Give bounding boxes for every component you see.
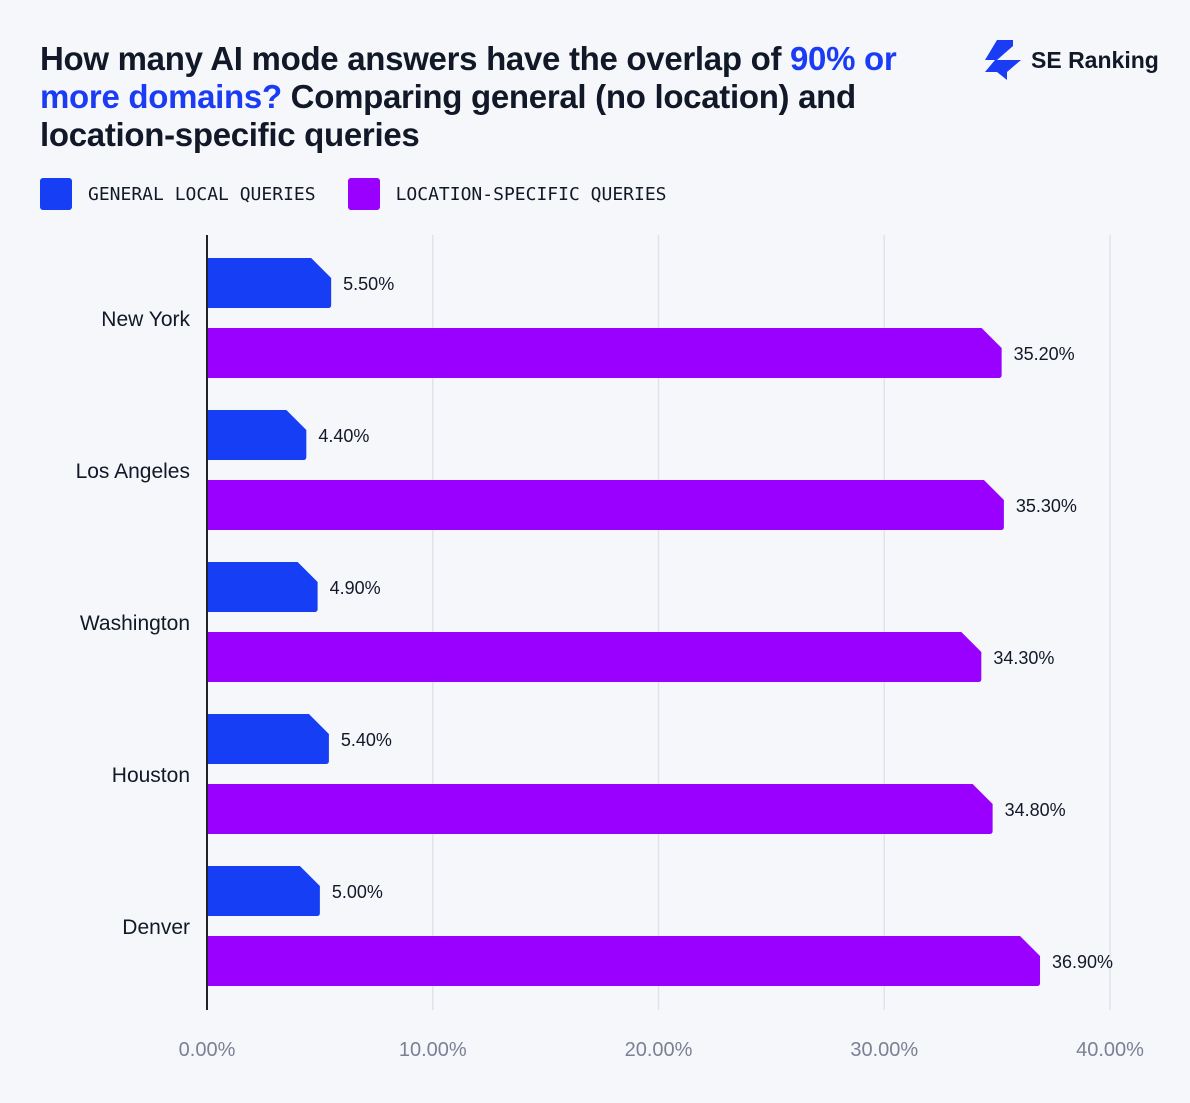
data-label: 5.00%	[332, 882, 383, 902]
bar	[207, 562, 318, 612]
x-tick-label: 20.00%	[625, 1039, 693, 1061]
data-label: 5.50%	[343, 274, 394, 294]
category-label: Washington	[80, 612, 190, 635]
legend-swatch	[40, 178, 72, 210]
x-tick-label: 0.00%	[179, 1039, 236, 1061]
data-label: 5.40%	[341, 730, 392, 750]
data-label: 4.90%	[330, 578, 381, 598]
bar	[207, 410, 307, 460]
category-label: New York	[101, 308, 190, 331]
se-ranking-logo-icon	[985, 40, 1021, 80]
se-ranking-logo: SE Ranking	[985, 40, 1159, 80]
legend-swatch	[347, 178, 380, 210]
legend-item-location: LOCATION-SPECIFIC QUERIES	[347, 178, 667, 210]
title-text: How many AI mode answers have the overla…	[40, 40, 790, 77]
bar	[207, 936, 1041, 986]
x-tick-label: 10.00%	[399, 1039, 467, 1061]
data-label: 34.30%	[993, 648, 1054, 668]
legend-label: LOCATION-SPECIFIC QUERIES	[395, 183, 667, 205]
title-highlight: 90% or more domains?	[40, 40, 897, 115]
bar	[207, 328, 1002, 378]
logo-text: SE Ranking	[1031, 46, 1159, 73]
data-label: 36.90%	[1052, 952, 1113, 972]
bar	[207, 714, 329, 764]
x-tick-label: 30.00%	[850, 1039, 918, 1061]
data-label: 34.80%	[1005, 800, 1066, 820]
category-label: Houston	[112, 764, 190, 787]
category-label: Denver	[122, 916, 190, 939]
legend-label: GENERAL LOCAL QUERIES	[88, 183, 316, 205]
title-text-2: Comparing general (no location) and loca…	[40, 78, 856, 153]
data-label: 35.30%	[1016, 496, 1077, 516]
chart-title: How many AI mode answers have the overla…	[40, 40, 960, 154]
legend: GENERAL LOCAL QUERIES LOCATION-SPECIFIC …	[40, 178, 667, 210]
bar	[207, 866, 320, 916]
bar	[207, 258, 332, 308]
bar	[207, 632, 982, 682]
bar	[207, 480, 1004, 530]
data-label: 35.20%	[1014, 344, 1075, 364]
bar	[207, 784, 993, 834]
category-label: Los Angeles	[76, 460, 190, 483]
data-label: 4.40%	[318, 426, 369, 446]
legend-item-general: GENERAL LOCAL QUERIES	[40, 178, 316, 210]
x-tick-label: 40.00%	[1076, 1039, 1144, 1061]
